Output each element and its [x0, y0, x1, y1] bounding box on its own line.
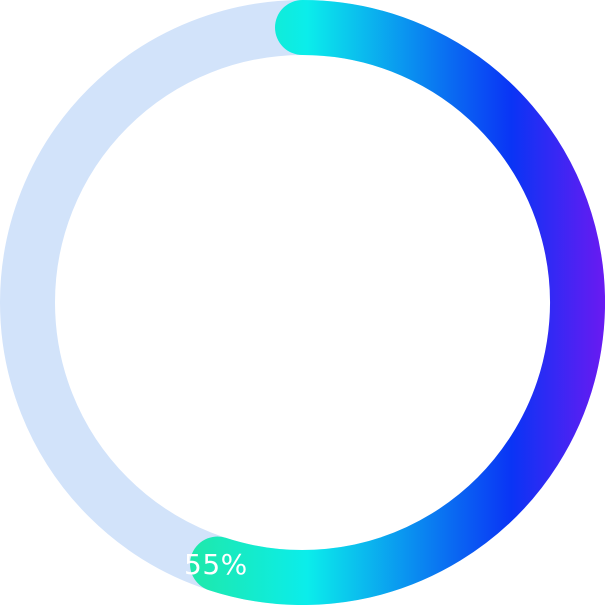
progress-percent-label: 55%: [184, 548, 248, 581]
progress-arc: [190, 0, 605, 605]
